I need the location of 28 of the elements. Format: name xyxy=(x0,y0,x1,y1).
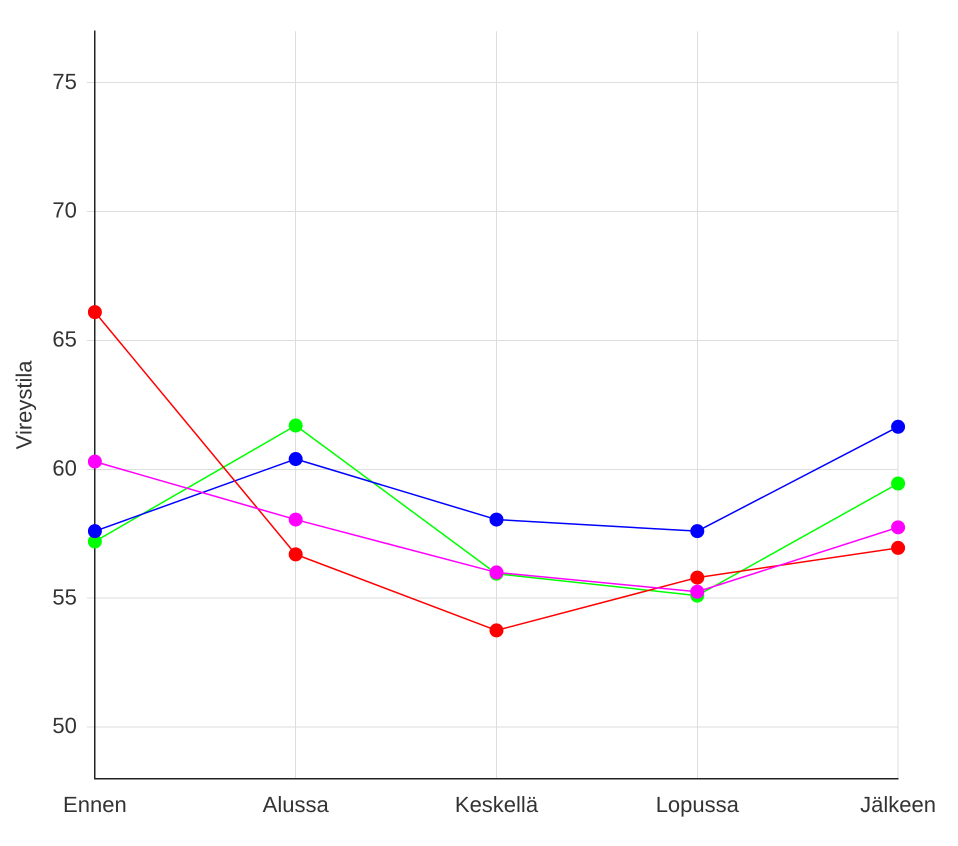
point xyxy=(288,418,303,433)
point xyxy=(690,570,704,585)
point xyxy=(891,476,906,491)
x-tick-label: Jälkeen xyxy=(860,792,936,817)
y-tick-label: 55 xyxy=(52,584,77,610)
point xyxy=(690,524,704,538)
y-axis-title: Vireystila xyxy=(11,360,36,450)
point xyxy=(690,584,704,599)
point xyxy=(288,547,303,562)
point xyxy=(288,452,303,466)
point xyxy=(489,623,504,638)
y-tick-label: 60 xyxy=(52,455,77,480)
x-tick-label: Keskellä xyxy=(454,792,539,817)
point xyxy=(891,520,906,534)
point xyxy=(88,305,102,320)
x-tick-label: Ennen xyxy=(63,792,127,817)
y-tick-label: 50 xyxy=(52,713,77,738)
point xyxy=(88,454,102,469)
y-tick-label: 75 xyxy=(52,68,77,94)
y-tick-label: 70 xyxy=(52,198,77,223)
y-tick-label: 65 xyxy=(52,326,77,352)
x-tick-label: Lopussa xyxy=(656,792,740,817)
point xyxy=(891,540,906,555)
point xyxy=(88,524,102,538)
x-tick-label: Alussa xyxy=(262,792,330,817)
point xyxy=(288,512,303,527)
point xyxy=(891,420,906,434)
point xyxy=(489,512,504,527)
